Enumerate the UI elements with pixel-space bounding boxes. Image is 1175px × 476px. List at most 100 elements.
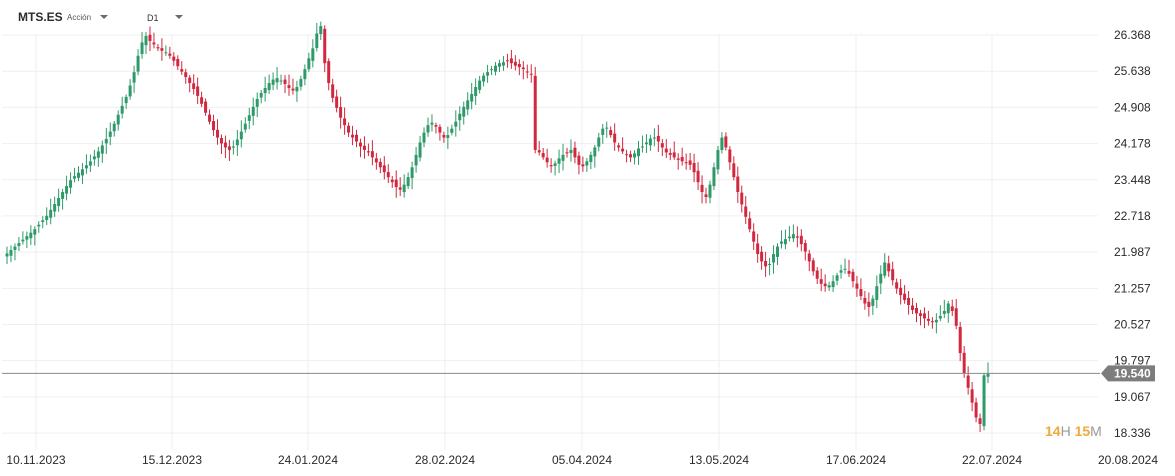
candle[interactable] bbox=[410, 161, 414, 190]
candle[interactable] bbox=[982, 372, 986, 431]
candle[interactable] bbox=[791, 224, 795, 243]
candle[interactable] bbox=[386, 164, 390, 184]
candle[interactable] bbox=[176, 55, 180, 71]
candle[interactable] bbox=[76, 166, 80, 182]
candle[interactable] bbox=[307, 52, 311, 72]
candle[interactable] bbox=[497, 59, 501, 73]
candle[interactable] bbox=[303, 64, 307, 86]
candle[interactable] bbox=[120, 96, 124, 119]
candle[interactable] bbox=[958, 321, 962, 362]
candle[interactable] bbox=[319, 21, 323, 41]
candle[interactable] bbox=[382, 156, 386, 180]
candle[interactable] bbox=[291, 78, 295, 95]
candle[interactable] bbox=[732, 156, 736, 181]
candle[interactable] bbox=[355, 129, 359, 148]
candle[interactable] bbox=[148, 26, 152, 52]
candle[interactable] bbox=[684, 153, 688, 170]
candle[interactable] bbox=[315, 22, 319, 52]
candle[interactable] bbox=[617, 142, 621, 152]
candle[interactable] bbox=[478, 75, 482, 94]
candle[interactable] bbox=[557, 149, 561, 174]
candle[interactable] bbox=[783, 229, 787, 250]
candle[interactable] bbox=[37, 221, 41, 233]
candle[interactable] bbox=[295, 80, 299, 102]
candle[interactable] bbox=[96, 146, 100, 167]
candle[interactable] bbox=[426, 117, 430, 137]
candle[interactable] bbox=[831, 275, 835, 293]
candle[interactable] bbox=[208, 109, 212, 125]
candle[interactable] bbox=[5, 246, 9, 264]
candle[interactable] bbox=[934, 313, 938, 334]
candle[interactable] bbox=[589, 151, 593, 170]
candle[interactable] bbox=[883, 253, 887, 279]
candle[interactable] bbox=[907, 290, 911, 315]
candle[interactable] bbox=[327, 58, 331, 91]
candle[interactable] bbox=[696, 162, 700, 190]
candle[interactable] bbox=[776, 243, 780, 266]
candle[interactable] bbox=[537, 140, 541, 156]
candle[interactable] bbox=[454, 110, 458, 137]
candle[interactable] bbox=[668, 148, 672, 161]
candle[interactable] bbox=[676, 153, 680, 170]
candle[interactable] bbox=[490, 65, 494, 76]
candle[interactable] bbox=[505, 53, 509, 68]
candle[interactable] bbox=[867, 292, 871, 317]
candle[interactable] bbox=[13, 243, 17, 261]
candle[interactable] bbox=[53, 196, 57, 217]
candle[interactable] bbox=[470, 82, 474, 110]
candle[interactable] bbox=[402, 174, 406, 198]
candle[interactable] bbox=[509, 49, 513, 69]
candle[interactable] bbox=[525, 64, 529, 79]
candle[interactable] bbox=[112, 120, 116, 137]
candle[interactable] bbox=[418, 135, 422, 162]
candle[interactable] bbox=[263, 76, 267, 102]
candle[interactable] bbox=[779, 230, 783, 249]
candle[interactable] bbox=[700, 175, 704, 204]
candle[interactable] bbox=[839, 264, 843, 279]
candle[interactable] bbox=[374, 152, 378, 170]
candle[interactable] bbox=[915, 302, 919, 323]
candle[interactable] bbox=[394, 170, 398, 198]
candle[interactable] bbox=[172, 52, 176, 66]
candle[interactable] bbox=[227, 139, 231, 162]
candle[interactable] bbox=[819, 268, 823, 292]
candle[interactable] bbox=[152, 32, 156, 49]
candle[interactable] bbox=[362, 136, 366, 159]
candle[interactable] bbox=[204, 98, 208, 116]
candle[interactable] bbox=[926, 310, 930, 326]
candle[interactable] bbox=[160, 38, 164, 61]
candle[interactable] bbox=[609, 126, 613, 138]
candle[interactable] bbox=[871, 295, 875, 315]
candle[interactable] bbox=[692, 153, 696, 183]
candle[interactable] bbox=[577, 151, 581, 175]
candle[interactable] bbox=[895, 278, 899, 294]
candle[interactable] bbox=[517, 59, 521, 76]
candle[interactable] bbox=[33, 226, 37, 246]
candle[interactable] bbox=[660, 139, 664, 156]
candle[interactable] bbox=[978, 413, 982, 432]
candle[interactable] bbox=[446, 126, 450, 149]
candle[interactable] bbox=[680, 147, 684, 166]
candle[interactable] bbox=[267, 74, 271, 95]
candle[interactable] bbox=[966, 366, 970, 395]
candle[interactable] bbox=[501, 56, 505, 71]
candle[interactable] bbox=[513, 55, 517, 71]
candle[interactable] bbox=[541, 148, 545, 160]
candle[interactable] bbox=[243, 117, 247, 133]
candle[interactable] bbox=[744, 195, 748, 225]
candle[interactable] bbox=[736, 166, 740, 204]
candle[interactable] bbox=[664, 139, 668, 158]
candle[interactable] bbox=[462, 101, 466, 125]
candle[interactable] bbox=[25, 231, 29, 249]
candle[interactable] bbox=[593, 144, 597, 168]
candle[interactable] bbox=[728, 146, 732, 171]
candle[interactable] bbox=[875, 275, 879, 309]
candle[interactable] bbox=[57, 188, 61, 212]
candle[interactable] bbox=[482, 72, 486, 87]
candle[interactable] bbox=[73, 167, 77, 183]
candle[interactable] bbox=[84, 154, 88, 174]
candle[interactable] bbox=[61, 188, 65, 210]
candle[interactable] bbox=[720, 132, 724, 154]
candle[interactable] bbox=[287, 74, 291, 96]
candle[interactable] bbox=[533, 66, 537, 154]
